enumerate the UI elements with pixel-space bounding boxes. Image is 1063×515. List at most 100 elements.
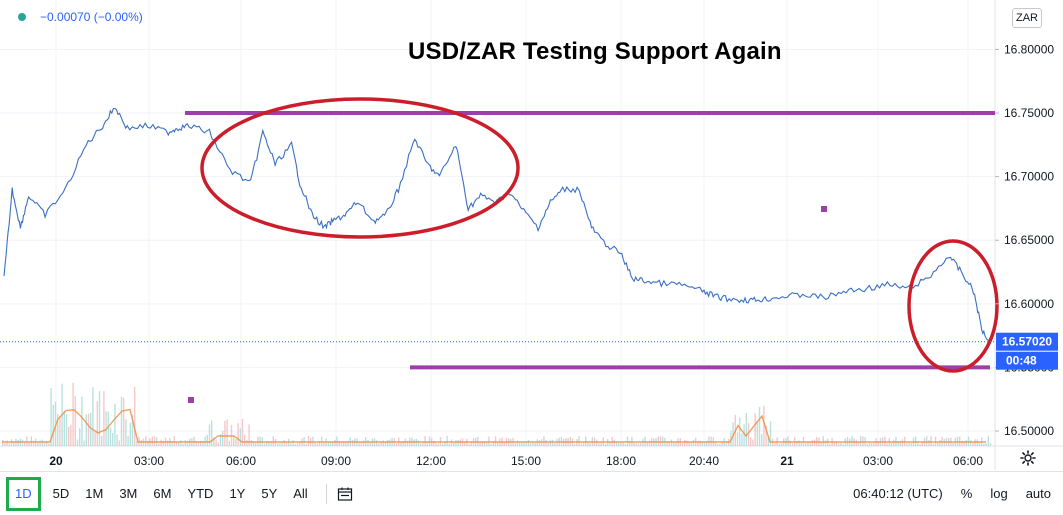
volume-bar xyxy=(838,443,840,446)
volume-bar xyxy=(721,441,723,446)
volume-bar xyxy=(763,405,765,446)
volume-bar xyxy=(50,387,52,446)
volume-bar xyxy=(241,418,244,446)
volume-bar xyxy=(780,442,783,446)
volume-bar xyxy=(316,443,318,446)
volume-bar xyxy=(939,439,941,446)
volume-bar xyxy=(866,443,868,446)
volume-bar xyxy=(769,421,772,446)
volume-bar xyxy=(622,441,624,446)
volume-bar xyxy=(587,442,589,446)
y-tick-label: 16.60000 xyxy=(1004,297,1054,311)
volume-bar xyxy=(57,413,59,446)
volume-bar xyxy=(963,441,965,446)
volume-bar xyxy=(609,441,611,446)
volume-bar xyxy=(94,431,96,446)
volume-bar xyxy=(580,443,582,446)
volume-bar xyxy=(906,443,908,446)
volume-bar xyxy=(206,434,208,446)
annotations xyxy=(0,97,999,403)
log-toggle[interactable]: log xyxy=(990,486,1008,501)
volume-bar xyxy=(690,441,692,446)
volume-bar xyxy=(338,441,340,446)
chart-area[interactable]: 16.80000 16.75000 16.70000 16.65000 16.60000… xyxy=(0,0,1063,470)
volume-bar xyxy=(103,391,105,446)
volume-bar xyxy=(272,436,274,446)
volume-bar xyxy=(296,443,299,446)
volume-bar xyxy=(314,441,316,446)
volume-bar xyxy=(787,436,789,446)
volume-bar xyxy=(633,442,635,446)
x-axis[interactable]: 20 03:00 06:00 09:00 12:00 15:00 18:00 20:40 21 0… xyxy=(49,454,983,468)
volume-bar xyxy=(101,436,103,446)
volume-bar xyxy=(116,434,118,446)
volume-bar xyxy=(961,440,963,446)
volume-bar xyxy=(840,442,842,446)
volume-bar xyxy=(582,441,585,446)
volume-bar xyxy=(952,442,954,446)
volume-bar xyxy=(745,412,747,446)
timeframe-1d[interactable]: 1D xyxy=(6,476,41,511)
chart-title: USD/ZAR Testing Support Again xyxy=(408,38,782,65)
volume-bar xyxy=(534,442,536,446)
volume-bar xyxy=(85,414,87,446)
volume-bar xyxy=(717,443,719,446)
volume-bar xyxy=(989,443,992,446)
volume-bar xyxy=(120,396,123,446)
volume-bar xyxy=(503,441,505,446)
price-line xyxy=(3,107,991,343)
volume-bar xyxy=(862,436,864,446)
volume-bar xyxy=(208,424,211,446)
volume-bar xyxy=(481,441,483,446)
timeframe-3m[interactable]: 3M xyxy=(119,485,138,501)
volume-bar xyxy=(123,397,125,446)
y-axis[interactable]: 16.80000 16.75000 16.70000 16.65000 16.60000… xyxy=(995,42,1058,438)
volume-bar xyxy=(657,436,659,446)
volume-bar xyxy=(362,440,365,446)
timeframe-1m[interactable]: 1M xyxy=(85,485,104,501)
volume-bar xyxy=(930,436,932,446)
volume-bar xyxy=(246,439,248,446)
volume-bar xyxy=(305,443,307,446)
volume-bar xyxy=(30,436,32,446)
volume-bar xyxy=(81,396,83,446)
volume-bar xyxy=(428,436,431,446)
volume-bar xyxy=(290,443,292,446)
volume-bar xyxy=(596,439,598,446)
volume-bar xyxy=(714,442,717,446)
price-chart[interactable]: 16.80000 16.75000 16.70000 16.65000 16.60000… xyxy=(0,0,1063,470)
volume-bar xyxy=(899,440,901,446)
volume-bar xyxy=(21,439,24,446)
timeframe-6m[interactable]: 6M xyxy=(153,485,172,501)
volume-bar xyxy=(389,439,391,446)
currency-badge[interactable]: ZAR xyxy=(1012,8,1042,28)
volume-bar xyxy=(857,441,860,446)
volume-bar xyxy=(774,443,776,446)
recent-drop-ellipse xyxy=(907,239,999,373)
volume-bars xyxy=(2,382,992,446)
volume-bar xyxy=(554,443,556,446)
clock-readout[interactable]: 06:40:12 (UTC) xyxy=(853,486,943,501)
volume-bar xyxy=(497,442,499,446)
volume-bar xyxy=(752,439,754,446)
volume-bar xyxy=(360,441,362,446)
timeframe-1y[interactable]: 1Y xyxy=(229,485,246,501)
gear-icon[interactable] xyxy=(1020,450,1036,466)
volume-bar xyxy=(937,442,939,446)
volume-bar xyxy=(167,440,169,446)
timeframe-5y[interactable]: 5Y xyxy=(261,485,278,501)
volume-bar xyxy=(182,443,184,446)
timeframe-all[interactable]: All xyxy=(293,485,308,501)
percent-toggle[interactable]: % xyxy=(960,486,973,501)
volume-bar xyxy=(615,441,618,446)
timeframe-5d[interactable]: 5D xyxy=(52,485,70,501)
volume-bar xyxy=(589,442,591,446)
auto-toggle[interactable]: auto xyxy=(1025,486,1051,501)
volume-bar xyxy=(213,437,215,446)
price-change: −0.00070 (−0.00%) xyxy=(40,10,143,24)
volume-bar xyxy=(860,436,862,446)
volume-bar xyxy=(640,443,642,446)
calendar-icon[interactable] xyxy=(337,486,353,502)
volume-bar xyxy=(527,440,530,446)
timeframe-ytd[interactable]: YTD xyxy=(187,485,214,501)
